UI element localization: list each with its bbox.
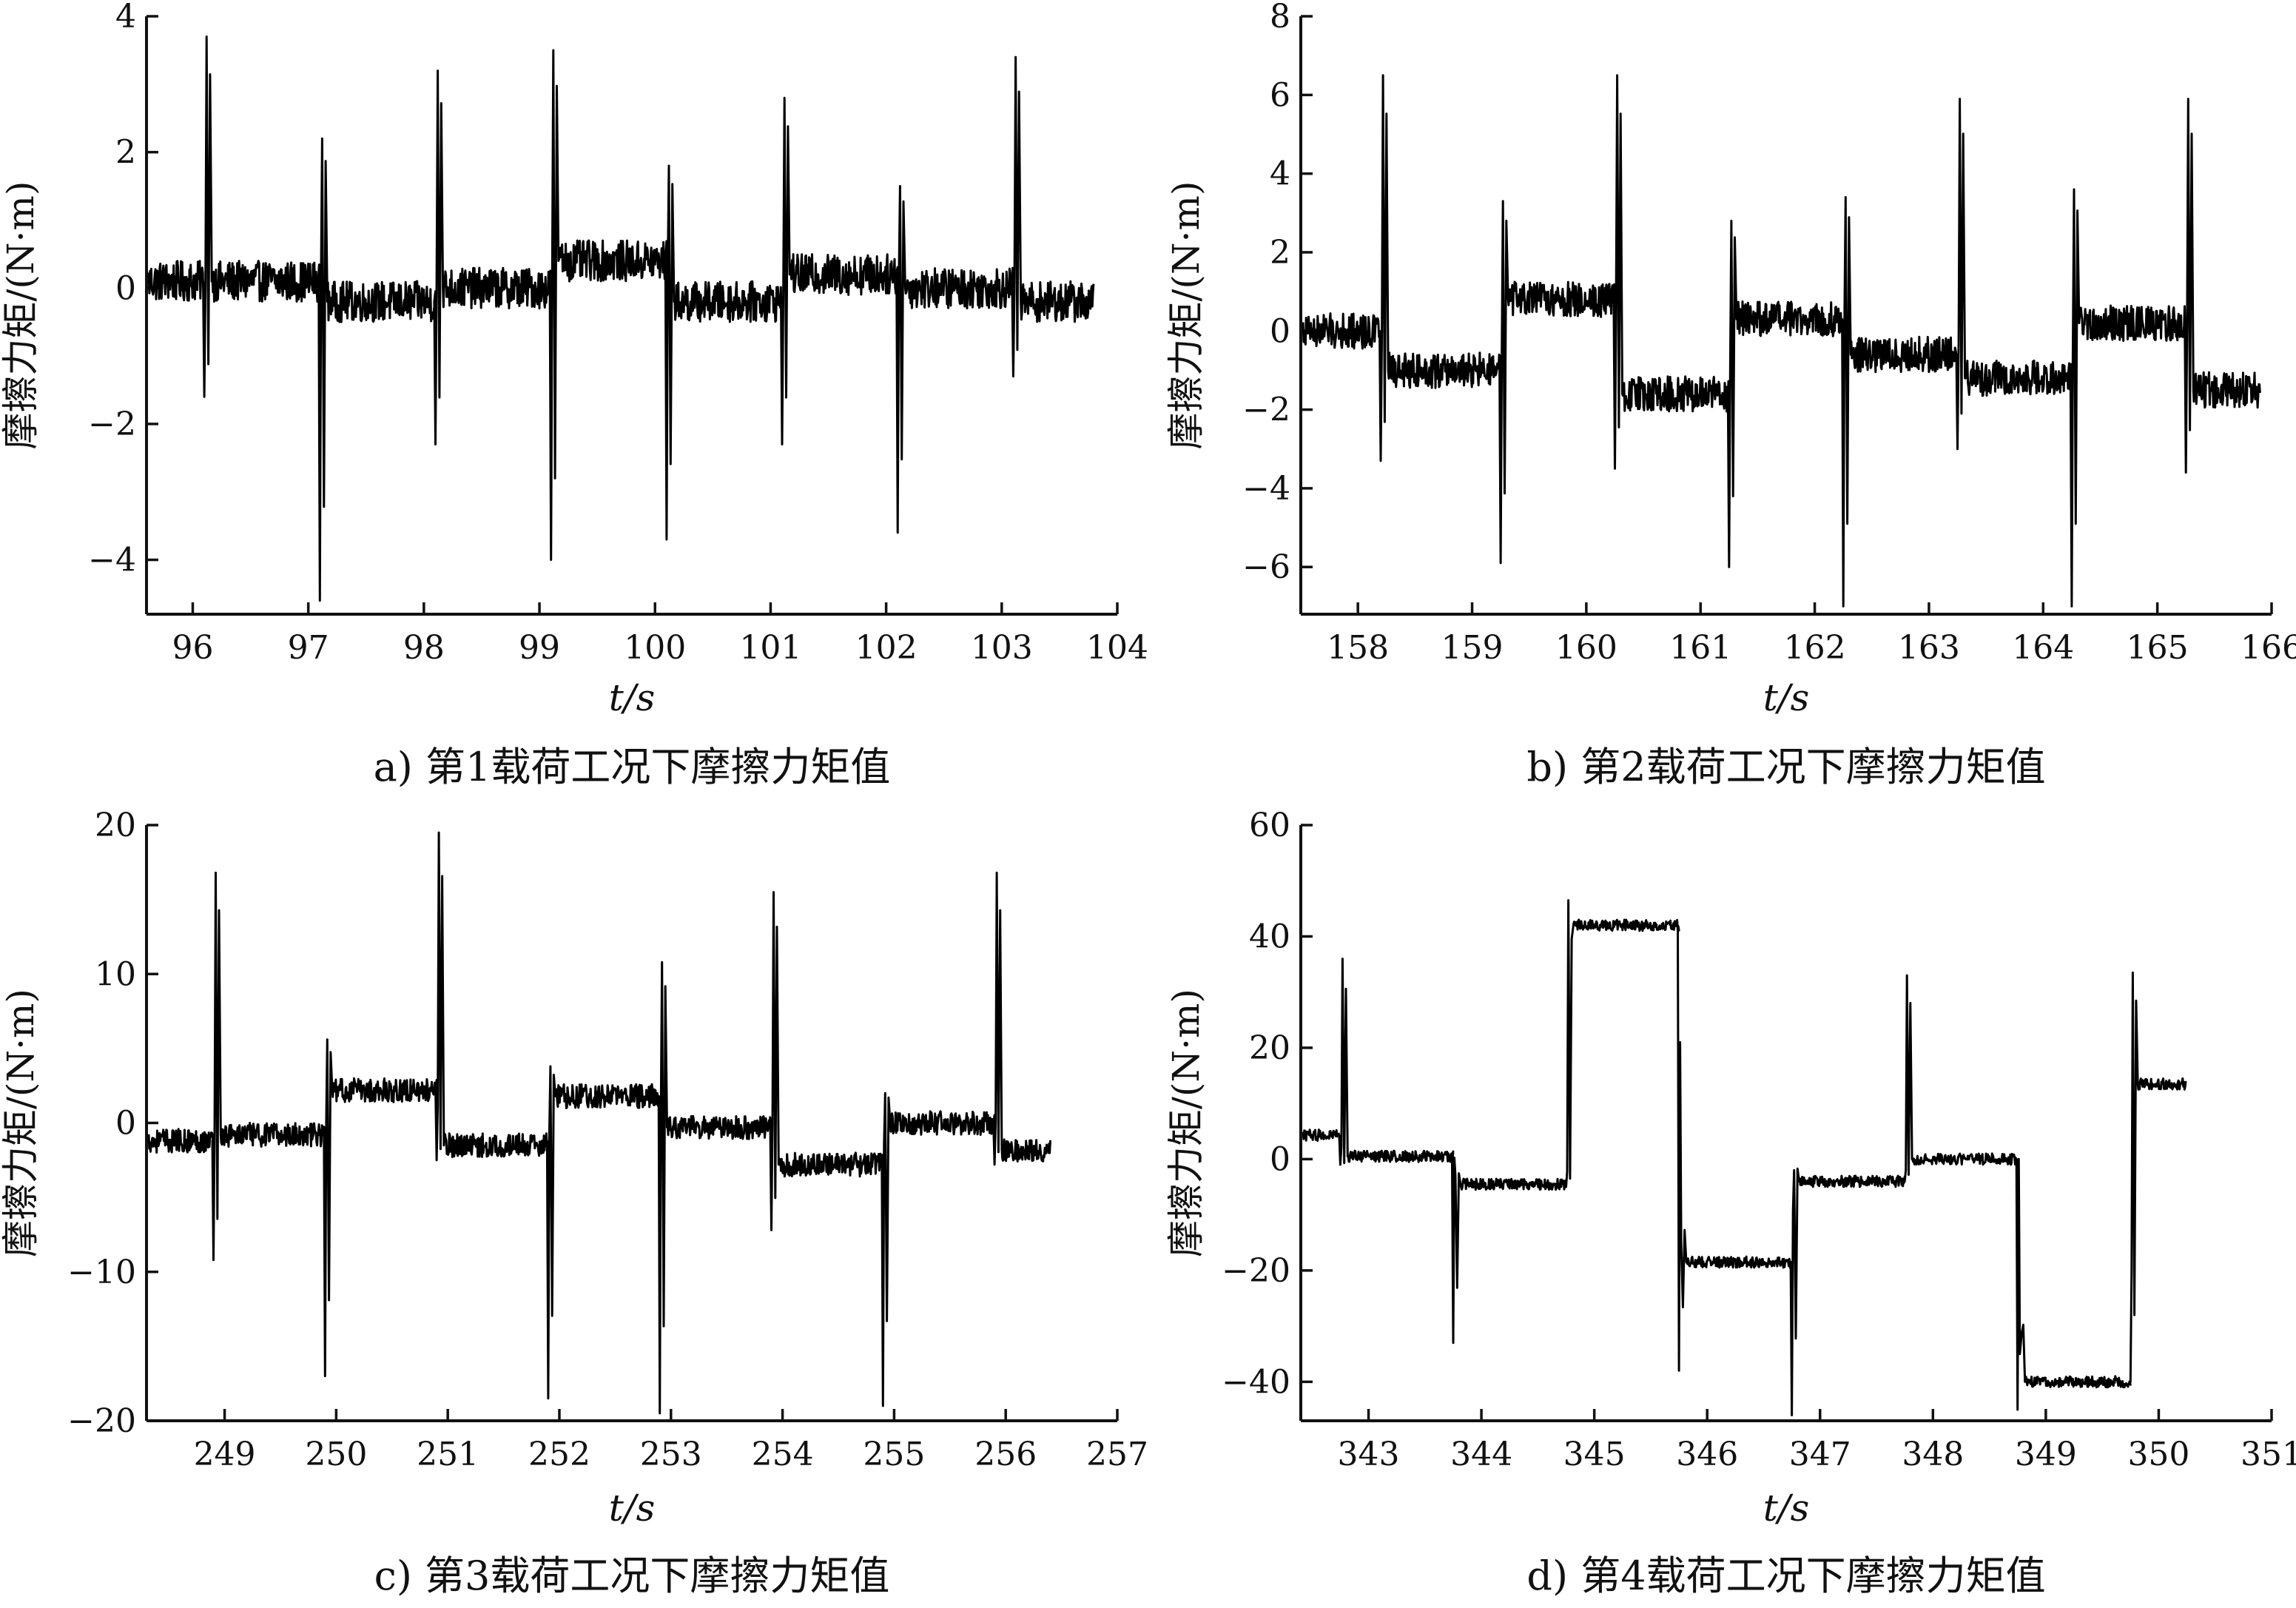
x-tick-label: 347: [1789, 1436, 1851, 1473]
panel-caption: b) 第2载荷工况下摩擦力矩值: [1526, 744, 2045, 790]
series-line: [147, 831, 1051, 1415]
x-tick-label: 165: [2127, 629, 2189, 667]
x-tick-label: 343: [1338, 1436, 1400, 1473]
chart-panel-0: −4 −2 0 2 4 96 97 98 99 100 101 102 103 104 t/s 摩擦力矩/(N…: [0, 0, 1148, 790]
x-axis-label: t/s: [609, 1487, 656, 1530]
x-tick-label: 351: [2241, 1436, 2296, 1473]
y-tick-label: 4: [1270, 155, 1290, 193]
x-tick-label: 103: [971, 629, 1033, 667]
x-tick-label: 98: [403, 629, 445, 667]
x-tick-label: 164: [2012, 629, 2074, 667]
y-tick-label: 2: [1270, 234, 1290, 272]
series-line: [1302, 899, 2187, 1416]
x-tick-label: 249: [194, 1436, 256, 1473]
y-tick-label: −20: [1222, 1252, 1290, 1290]
x-tick-label: 158: [1327, 629, 1389, 667]
x-tick-label: 256: [974, 1436, 1037, 1473]
y-tick-label: 40: [1249, 918, 1290, 955]
x-axis-label: t/s: [609, 676, 656, 719]
x-tick-label: 102: [855, 629, 918, 667]
chart-panel-3: −40 −20 0 20 40 60 343 344 345 346 347 348 349 350 351…: [1165, 807, 2296, 1599]
y-tick-label: 0: [1270, 312, 1290, 350]
y-tick-label: −20: [67, 1402, 136, 1440]
y-tick-label: 8: [1270, 0, 1290, 36]
y-tick-label: 60: [1249, 807, 1290, 844]
x-tick-label: 345: [1563, 1436, 1626, 1473]
x-tick-label: 257: [1086, 1436, 1148, 1473]
y-tick-label: 20: [1249, 1029, 1290, 1067]
x-tick-label: 161: [1669, 629, 1731, 667]
y-tick-label: 6: [1270, 76, 1290, 114]
panel-caption: d) 第4载荷工况下摩擦力矩值: [1526, 1553, 2045, 1599]
x-tick-label: 250: [305, 1436, 367, 1473]
x-tick-label: 162: [1784, 629, 1846, 667]
y-tick-label: 0: [115, 269, 136, 307]
x-tick-label: 101: [739, 629, 801, 667]
y-axis-label: 摩擦力矩/(N·m): [1165, 989, 1208, 1257]
chart-panel-2: −20 −10 0 10 20 249 250 251 252 253 254 255 256 257 t/…: [0, 807, 1148, 1599]
y-axis-label: 摩擦力矩/(N·m): [1165, 181, 1208, 450]
x-tick-label: 349: [2015, 1436, 2077, 1473]
chart-panel-1: −6 −4 −2 0 2 4 6 8 158 159 160 161 162 163 164 165 166 t/…: [1165, 0, 2296, 790]
x-tick-label: 252: [528, 1436, 590, 1473]
y-tick-label: −40: [1222, 1363, 1290, 1401]
x-tick-label: 254: [752, 1436, 814, 1473]
x-tick-label: 99: [519, 629, 560, 667]
x-axis-label: t/s: [1763, 676, 1810, 719]
y-tick-label: 10: [95, 955, 136, 993]
x-tick-label: 166: [2241, 629, 2296, 667]
y-tick-label: 0: [115, 1105, 136, 1143]
x-tick-label: 163: [1898, 629, 1960, 667]
x-tick-label: 255: [863, 1436, 925, 1473]
y-tick-label: −10: [67, 1254, 136, 1291]
x-tick-label: 96: [172, 629, 213, 667]
x-tick-label: 159: [1441, 629, 1504, 667]
y-tick-label: −4: [88, 542, 136, 579]
series-line: [1302, 74, 2261, 608]
y-tick-label: −4: [1242, 470, 1290, 508]
x-tick-label: 350: [2127, 1436, 2189, 1473]
x-tick-label: 344: [1450, 1436, 1512, 1473]
x-tick-label: 160: [1555, 629, 1617, 667]
y-axis-label: 摩擦力矩/(N·m): [0, 989, 42, 1257]
x-axis-label: t/s: [1763, 1487, 1810, 1530]
x-tick-label: 100: [624, 629, 686, 667]
x-tick-label: 348: [1902, 1436, 1964, 1473]
y-axis-label: 摩擦力矩/(N·m): [0, 181, 42, 450]
x-tick-label: 253: [640, 1436, 702, 1473]
series-line: [147, 36, 1095, 602]
panel-caption: c) 第3载荷工况下摩擦力矩值: [374, 1553, 890, 1599]
y-tick-label: 4: [115, 0, 136, 36]
x-tick-label: 346: [1676, 1436, 1738, 1473]
y-tick-label: 2: [115, 134, 136, 172]
x-tick-label: 251: [417, 1436, 479, 1473]
y-tick-label: 20: [95, 807, 136, 844]
y-tick-label: −6: [1242, 548, 1290, 586]
y-tick-label: 0: [1270, 1140, 1290, 1178]
y-tick-label: −2: [1242, 391, 1290, 429]
x-tick-label: 104: [1086, 629, 1148, 667]
panel-caption: a) 第1载荷工况下摩擦力矩值: [374, 744, 891, 790]
x-tick-label: 97: [288, 629, 329, 667]
y-tick-label: −2: [88, 406, 136, 443]
